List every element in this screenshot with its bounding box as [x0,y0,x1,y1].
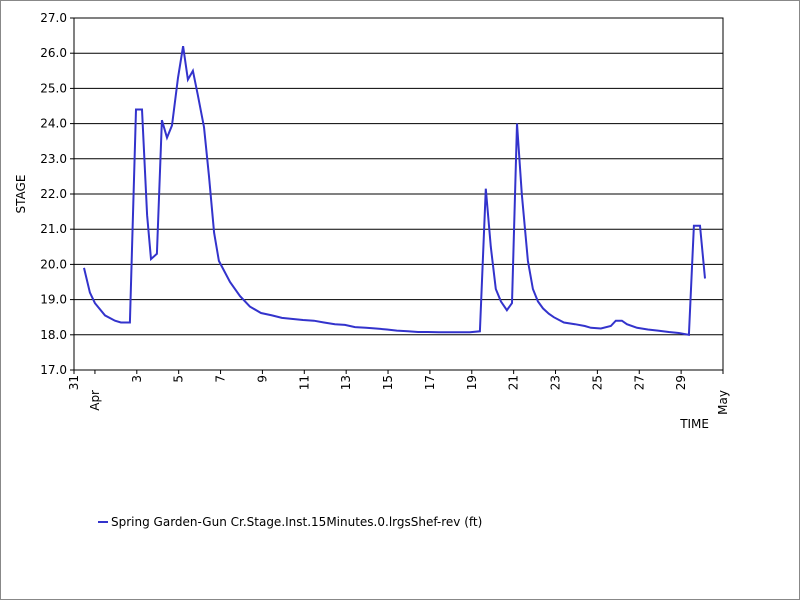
y-axis-label: STAGE [14,175,28,214]
x-tick-label: Apr [88,390,102,411]
x-tick-label: 23 [549,375,563,390]
x-tick-label: 7 [214,375,228,383]
x-tick-label: 27 [632,375,646,390]
y-tick-label: 24.0 [40,117,67,131]
x-tick-label: 9 [255,375,269,383]
x-tick-label: 21 [507,375,521,390]
x-tick-label: 29 [674,375,688,390]
y-tick-label: 20.0 [40,257,67,271]
x-tick-label: 25 [590,375,604,390]
data-line [83,46,706,336]
y-tick-label: 27.0 [40,11,67,25]
x-tick-label: 17 [423,375,437,390]
y-tick-label: 18.0 [40,328,67,342]
y-tick-label: 21.0 [40,222,67,236]
y-tick-label: 22.0 [40,187,67,201]
y-tick-label: 23.0 [40,152,67,166]
y-tick-label: 25.0 [40,81,67,95]
x-tick-label: 15 [381,375,395,390]
x-axis-label: TIME [679,417,709,431]
y-tick-label: 17.0 [40,363,67,377]
x-tick-label: May [716,390,730,415]
x-tick-label: 31 [67,375,81,390]
x-tick-label: 11 [297,375,311,390]
y-tick-label: 26.0 [40,46,67,60]
x-tick-label: 5 [172,375,186,383]
legend-label: Spring Garden-Gun Cr.Stage.Inst.15Minute… [111,515,482,529]
x-tick-label: 3 [130,375,144,383]
x-tick-label: 13 [339,375,353,390]
x-tick-label: 19 [465,375,479,390]
y-tick-label: 19.0 [40,293,67,307]
